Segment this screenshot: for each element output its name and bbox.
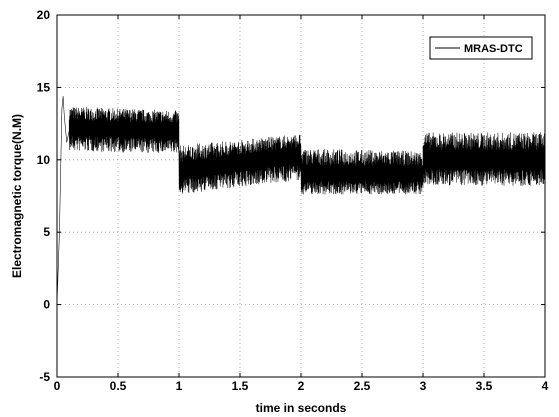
x-tick-label: 2	[298, 379, 305, 393]
series-group	[56, 96, 546, 305]
y-tick-label: 10	[37, 153, 51, 167]
y-tick-label: 15	[37, 80, 51, 94]
x-tick-label: 3.5	[476, 379, 493, 393]
tick-group: 0 0.5 1 1.5 2 2.5 3 3.5 4 -5 0 5 10 15 20	[37, 8, 549, 393]
x-tick-label: 1	[176, 379, 183, 393]
legend-box	[429, 36, 533, 60]
y-tick-label: -5	[39, 370, 50, 384]
legend-label: MRAS-DTC	[464, 43, 523, 55]
series-line	[56, 96, 546, 305]
y-tick-label: 0	[43, 298, 50, 312]
x-axis-label: time in seconds	[256, 401, 347, 415]
y-axis-label: Electromagnetic torque(N.M)	[10, 114, 24, 278]
x-tick-label: 0.5	[110, 379, 127, 393]
y-tick-label: 20	[37, 8, 51, 22]
x-tick-label: 4	[542, 379, 549, 393]
x-tick-label: 0	[54, 379, 61, 393]
x-tick-label: 3	[420, 379, 427, 393]
x-tick-label: 1.5	[232, 379, 249, 393]
y-tick-label: 5	[43, 225, 50, 239]
legend: MRAS-DTC	[429, 36, 533, 60]
x-tick-label: 2.5	[354, 379, 371, 393]
